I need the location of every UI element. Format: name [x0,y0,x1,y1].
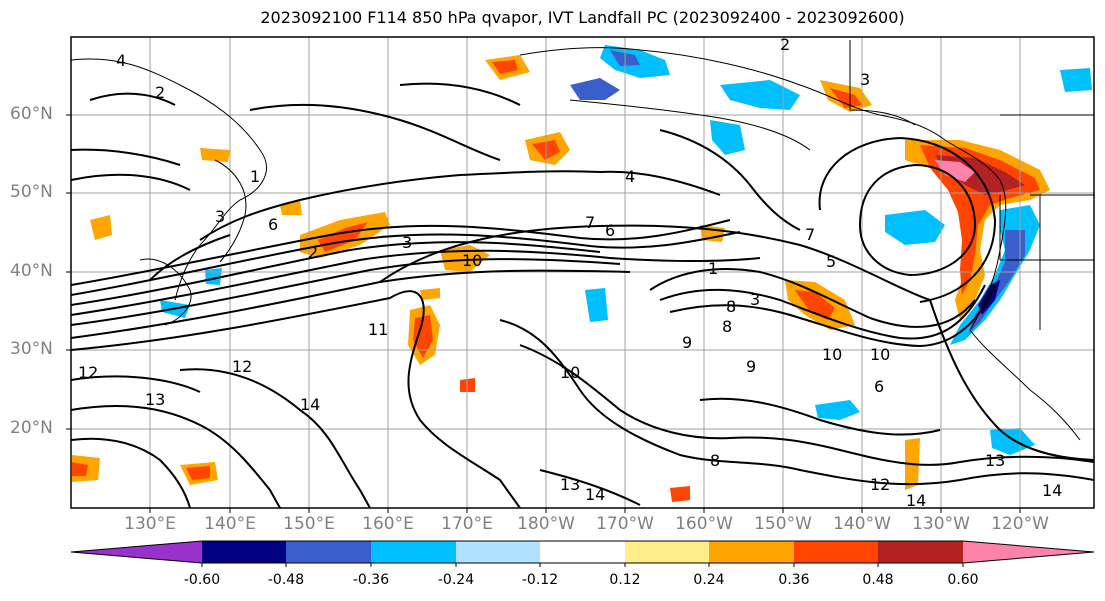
contour-label: 9 [682,333,692,352]
colorbar-segment [371,541,456,563]
colorbar-extend-min [71,541,202,563]
colorbar-segment [540,541,625,563]
lat-label-30n: 30°N [10,339,53,359]
contour-label: 6 [605,221,615,240]
contour-label: 13 [985,451,1005,470]
lon-label-140e: 140°E [204,514,256,534]
contour-label: 3 [215,207,225,226]
lon-label-180w: 180°W [517,514,575,534]
contour-label: 5 [826,252,836,271]
contour-label: 3 [860,70,870,89]
contour-label-group: 4 2 2 3 1 3 4 7 6 5 2 3 7 6 10 9 8 10 1 … [78,35,1062,510]
contour-label: 10 [462,251,482,270]
coastlines [71,40,1094,441]
colorbar-segment [456,541,540,563]
colorbar-segment [709,541,794,563]
contour-label: 7 [805,225,815,244]
colorbar-tick-label: -0.60 [183,572,221,588]
contour-label: 14 [585,485,605,504]
lon-label-120w: 120°W [991,514,1049,534]
colorbar-tick-label: -0.48 [267,572,305,588]
lon-label-160w: 160°W [675,514,733,534]
contour-label: 14 [906,491,926,510]
lon-label-130e: 130°E [124,514,176,534]
contour-label: 14 [1042,481,1062,500]
map-title: 2023092100 F114 850 hPa qvapor, IVT Land… [260,8,905,27]
contour-label: 13 [560,475,580,494]
colorbar-tick-label: 0.12 [609,572,641,588]
lat-label-20n: 20°N [10,418,53,438]
contour-label: 1 [250,167,260,186]
lat-label-40n: 40°N [10,261,53,281]
contour-label: 12 [232,357,252,376]
contour-label: 10 [560,363,580,382]
lon-label-150w: 150°W [754,514,812,534]
colorbar-segment [625,541,709,563]
contour-label: 4 [625,167,635,186]
contour-label: 8 [722,317,732,336]
contour-label: 2 [780,35,790,54]
contour-label: 12 [78,363,98,382]
contour-lines [71,82,1094,508]
contour-label: 12 [870,475,890,494]
colorbar-tick-label: 0.24 [693,572,725,588]
contour-label: 2 [155,83,165,102]
colorbar-tick-label: -0.12 [521,572,559,588]
colorbar-segment [794,541,878,563]
contour-label: 8 [710,451,720,470]
lon-label-150e: 150°E [283,514,335,534]
contour-label: 2 [308,243,318,262]
colorbar-segment [202,541,286,563]
contour-label: 10 [870,345,890,364]
colorbar-tick-label: 0.48 [862,572,894,588]
contour-label: 14 [300,395,320,414]
contour-label: 13 [145,390,165,409]
contour-label: 3 [402,233,412,252]
colorbar-tick-label: -0.24 [437,572,475,588]
colorbar-tick-label: 0.60 [947,572,979,588]
colorbar-segment [286,541,371,563]
contour-label: 11 [368,320,388,339]
lon-label-170e: 170°E [441,514,493,534]
colorbar-tick-label: -0.36 [352,572,390,588]
contour-label: 6 [874,377,884,396]
colorbar-tick-label: 0.36 [778,572,810,588]
contour-label: 3 [750,290,760,309]
lon-label-170w: 170°W [596,514,654,534]
contour-label: 4 [116,51,126,70]
lat-label-50n: 50°N [10,182,53,202]
contour-label: 6 [268,215,278,234]
contour-label: 7 [585,213,595,232]
lat-label-60n: 60°N [10,104,53,124]
lon-label-160e: 160°E [362,514,414,534]
lon-label-130w: 130°W [912,514,970,534]
contour-label: 8 [726,297,736,316]
colorbar-extend-max [963,541,1094,563]
contour-label: 10 [822,345,842,364]
lon-label-140w: 140°W [833,514,891,534]
contour-label: 9 [746,357,756,376]
colorbar-segment [878,541,963,563]
contour-label: 1 [708,259,718,278]
axis-ticks [66,114,1021,513]
anomaly-shading [72,45,1092,502]
